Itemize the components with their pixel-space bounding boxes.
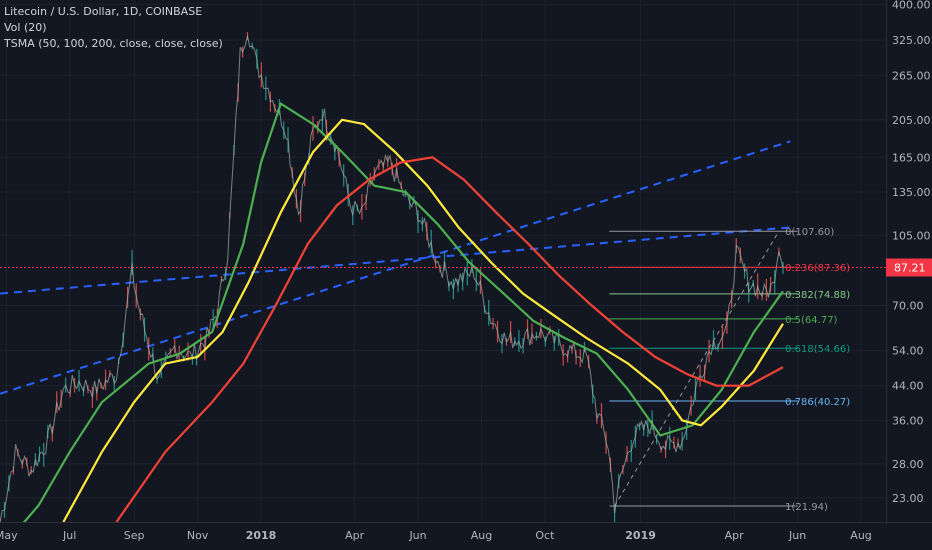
fib-level-label: 0.236(87.36) bbox=[785, 263, 850, 274]
ma-200-line bbox=[115, 156, 784, 523]
chart-legend: Litecoin / U.S. Dollar, 1D, COINBASE Vol… bbox=[4, 4, 223, 52]
fib-level-label: 0.382(74.88) bbox=[785, 290, 850, 301]
x-tick-label: Aug bbox=[850, 529, 871, 542]
y-tick-label: 265.00 bbox=[892, 69, 931, 82]
ma-100-line bbox=[62, 118, 784, 523]
trend-channel bbox=[0, 140, 791, 395]
x-tick-label: 2018 bbox=[246, 529, 277, 542]
y-tick-label: 400.00 bbox=[892, 0, 931, 11]
x-tick-label: Jun bbox=[788, 529, 806, 542]
last-price-tag-bg bbox=[886, 258, 932, 277]
x-tick-label: Aug bbox=[471, 529, 492, 542]
fib-level-label: 0.786(40.27) bbox=[785, 397, 850, 408]
x-tick-label: Jul bbox=[62, 529, 76, 542]
fib-level-label: 0.5(64.77) bbox=[785, 315, 837, 326]
legend-indicator[interactable]: TSMA (50, 100, 200, close, close, close) bbox=[4, 37, 223, 50]
fib-trend-line bbox=[614, 230, 780, 507]
x-tick-label: Jun bbox=[408, 529, 426, 542]
price-series bbox=[0, 32, 784, 526]
x-tick-label: Oct bbox=[535, 529, 555, 542]
moving-averages bbox=[0, 102, 784, 550]
channel-line bbox=[0, 140, 791, 395]
last-price-value: 87.21 bbox=[894, 262, 926, 275]
y-tick-label: 23.00 bbox=[892, 492, 924, 505]
y-tick-label: 36.00 bbox=[892, 414, 924, 427]
legend-symbol[interactable]: Litecoin / U.S. Dollar, 1D, COINBASE bbox=[4, 5, 203, 18]
x-axis-panel bbox=[0, 522, 932, 550]
price-line bbox=[0, 35, 784, 523]
y-tick-label: 44.00 bbox=[892, 380, 924, 393]
grid bbox=[0, 0, 886, 522]
channel-line bbox=[0, 226, 791, 295]
y-tick-label: 165.00 bbox=[892, 151, 931, 164]
x-tick-label: 2019 bbox=[625, 529, 656, 542]
y-tick-label: 105.00 bbox=[892, 229, 931, 242]
ma-50-line bbox=[0, 102, 784, 550]
y-tick-label: 135.00 bbox=[892, 186, 931, 199]
legend-volume[interactable]: Vol (20) bbox=[4, 21, 47, 34]
x-tick-label: Apr bbox=[725, 529, 745, 542]
y-tick-label: 70.00 bbox=[892, 299, 924, 312]
y-tick-label: 54.00 bbox=[892, 344, 924, 357]
y-tick-label: 325.00 bbox=[892, 34, 931, 47]
fib-level-label: 0(107.60) bbox=[785, 227, 834, 238]
x-tick-label: May bbox=[0, 529, 18, 542]
fib-level-label: 0.618(54.66) bbox=[785, 344, 850, 355]
x-tick-label: Sep bbox=[124, 529, 145, 542]
y-tick-label: 28.00 bbox=[892, 458, 924, 471]
x-tick-label: Nov bbox=[187, 529, 209, 542]
fib-level-label: 1(21.94) bbox=[785, 502, 828, 513]
y-tick-label: 205.00 bbox=[892, 114, 931, 127]
x-tick-label: Apr bbox=[345, 529, 365, 542]
last-price-tag: 87.21 bbox=[886, 258, 932, 277]
